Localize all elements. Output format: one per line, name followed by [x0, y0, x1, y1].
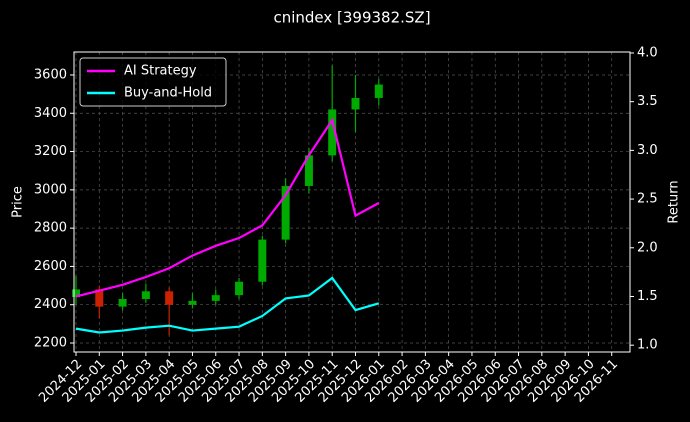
y2-tick-label: 1.0	[637, 338, 658, 353]
line-series	[75, 276, 380, 334]
plot-frame	[73, 51, 631, 353]
legend-label: AI Strategy	[124, 64, 197, 79]
candle-body	[95, 289, 104, 307]
y-tick-label: 3000	[34, 182, 67, 197]
y-tick-label: 3400	[34, 106, 67, 121]
y-tick-label: 2200	[34, 336, 67, 351]
y-tick-label: 2800	[34, 221, 67, 236]
candle-body	[165, 291, 174, 305]
y-tick-label: 2600	[34, 259, 67, 274]
candle-body	[188, 300, 197, 305]
candle-body	[118, 298, 127, 307]
y-tick-label: 3600	[34, 67, 67, 82]
y-tick-label: 3200	[34, 144, 67, 159]
candle-body	[141, 291, 150, 299]
legend-label: Buy-and-Hold	[124, 86, 212, 101]
candle-body	[351, 97, 360, 110]
legend-box	[79, 57, 227, 107]
candle-body	[374, 84, 383, 98]
y2-axis-label: Return	[667, 180, 682, 223]
chart-title: cnindex [399382.SZ]	[273, 9, 430, 27]
y2-tick-label: 2.5	[637, 192, 658, 207]
candle-body	[304, 155, 313, 187]
y2-tick-label: 3.5	[637, 94, 658, 109]
y-axis-label: Price	[11, 186, 26, 218]
y2-tick-label: 4.0	[637, 45, 658, 60]
line-series	[75, 117, 380, 298]
candle-body	[235, 281, 244, 296]
candle-body	[281, 186, 290, 240]
y2-tick-label: 2.0	[637, 240, 658, 255]
y-tick-label: 2400	[34, 297, 67, 312]
candle-body	[72, 289, 80, 298]
y2-tick-label: 1.5	[637, 289, 658, 304]
candle-body	[211, 295, 220, 301]
y2-tick-label: 3.0	[637, 143, 658, 158]
candle-body	[328, 109, 337, 156]
candle-body	[258, 239, 267, 282]
